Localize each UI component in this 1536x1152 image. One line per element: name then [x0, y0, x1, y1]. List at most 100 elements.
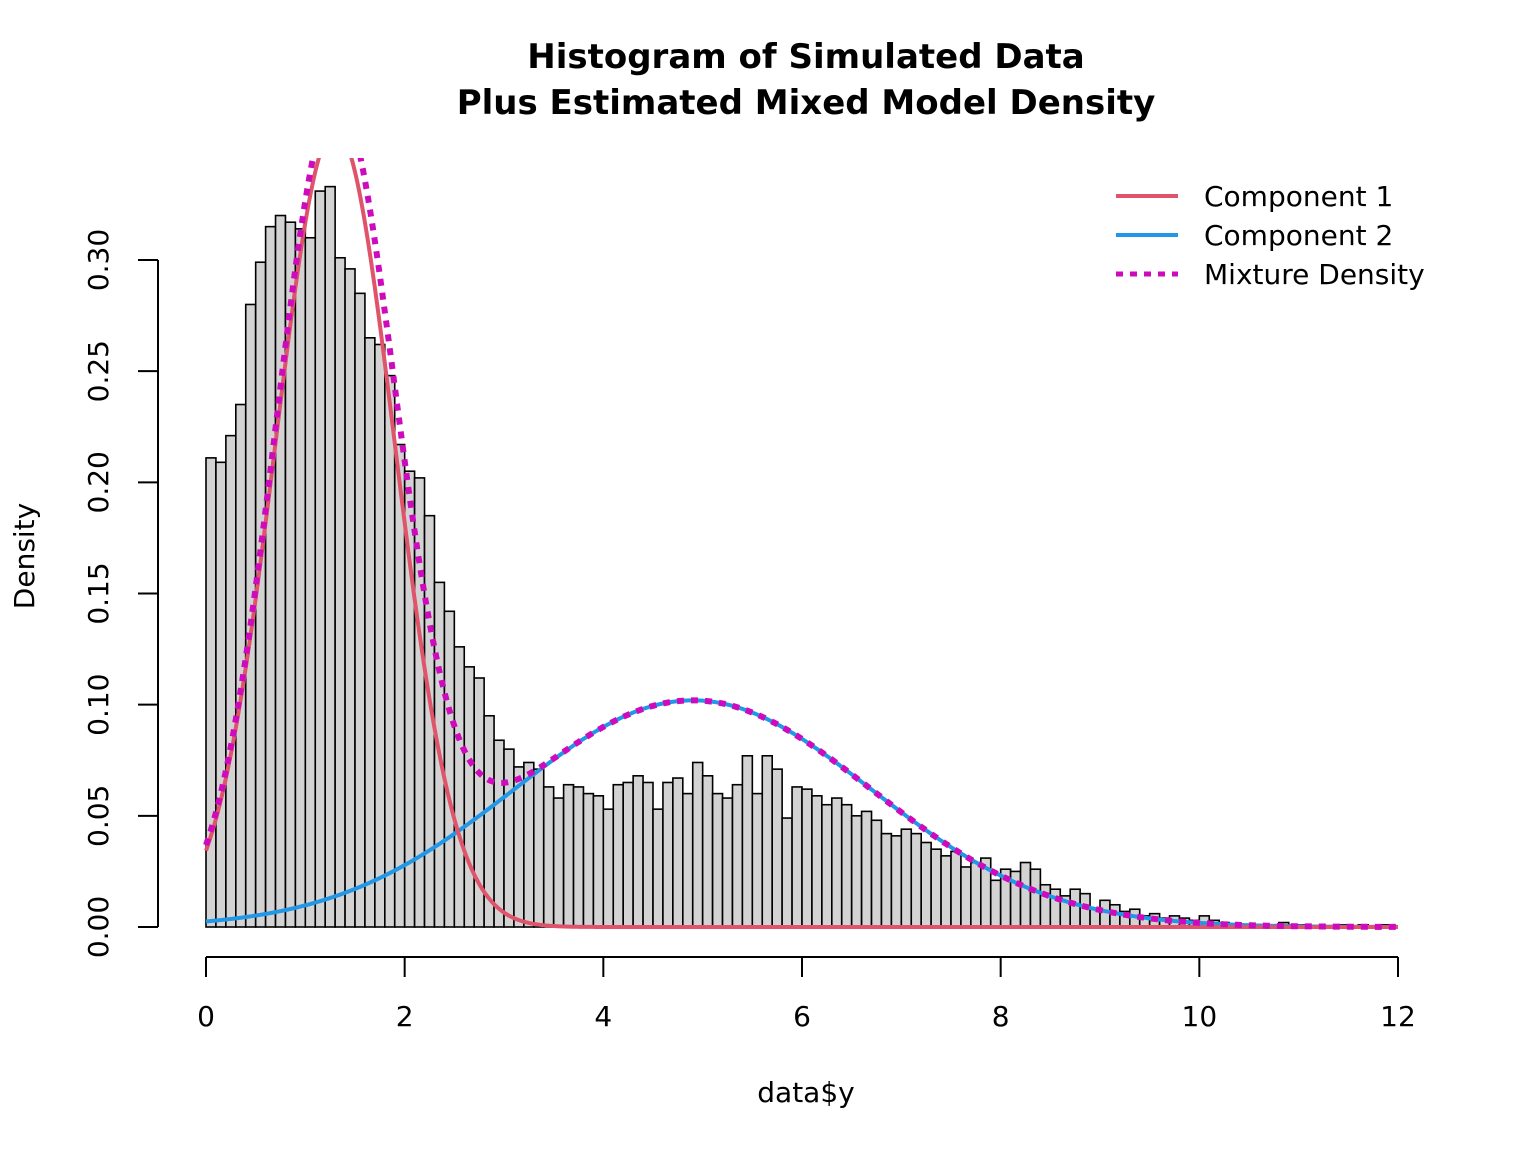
histogram-bar [731, 783, 744, 928]
histogram-bar [463, 666, 475, 928]
histogram-bar [890, 835, 903, 928]
x-tick-label: 2 [396, 1000, 414, 1033]
y-tick-label: 0.10 [82, 673, 115, 735]
chart-subtitle: Plus Estimated Mixed Model Density [457, 83, 1156, 123]
histogram-bar [652, 808, 664, 928]
histogram-bar [920, 841, 932, 928]
density-curves [203, 158, 1399, 930]
x-tick-label: 8 [992, 1000, 1010, 1033]
histogram-bar [701, 775, 714, 928]
histogram-bar [622, 781, 634, 928]
histogram-bar [840, 803, 853, 928]
histogram-bar [612, 783, 625, 928]
histogram-bar [324, 185, 336, 928]
histogram-bar [513, 766, 525, 928]
histogram-bar [691, 761, 704, 928]
histogram-bar [632, 775, 644, 928]
histogram-bar [960, 866, 972, 928]
histogram-bar [304, 236, 317, 928]
x-tick-label: 12 [1380, 1000, 1416, 1033]
histogram-bar [602, 808, 615, 928]
histogram-bar [751, 792, 764, 928]
x-axis: 0 2 4 6 8 10 12 [197, 956, 1416, 1033]
histogram-bar [771, 768, 783, 928]
histogram-bar [1029, 868, 1042, 928]
legend-label: Component 2 [1204, 219, 1393, 252]
legend-label: Component 1 [1204, 180, 1393, 213]
legend: Component 1 Component 2 Mixture Density [1116, 180, 1425, 291]
histogram-bar [989, 879, 1002, 928]
histogram-bar [801, 788, 813, 928]
y-tick-label: 0.30 [82, 229, 115, 291]
y-axis: 0.00 0.05 0.10 0.15 0.20 0.25 0.30 [82, 229, 159, 958]
histogram-bar [1039, 883, 1052, 928]
histogram-bar [592, 795, 605, 928]
x-tick-label: 0 [197, 1000, 215, 1033]
histogram-bar [383, 374, 396, 928]
histogram-bar [503, 748, 515, 928]
histogram-bar [344, 268, 356, 928]
histogram-bar [225, 434, 237, 928]
histogram-bar [860, 810, 873, 928]
histogram-bar [523, 761, 535, 928]
histogram-bar [910, 832, 923, 928]
histogram-bar [642, 781, 654, 928]
x-tick-label: 6 [793, 1000, 811, 1033]
histogram-bar [562, 783, 575, 928]
histogram-bar [443, 610, 456, 928]
y-tick-label: 0.20 [82, 451, 115, 513]
histogram-bar [1079, 892, 1091, 928]
histogram-bar [493, 739, 505, 928]
chart-title: Histogram of Simulated Data [527, 37, 1084, 77]
histogram-bar [215, 461, 227, 928]
x-tick-label: 10 [1182, 1000, 1218, 1033]
histogram-bar [1019, 861, 1032, 928]
histogram-bar [711, 792, 724, 928]
histogram-bar [821, 803, 833, 928]
histogram-bar [552, 797, 565, 928]
histogram-bar [205, 457, 217, 928]
x-tick-label: 4 [594, 1000, 612, 1033]
histogram-bar [940, 855, 952, 928]
histogram-bar [532, 768, 545, 928]
histogram-bar [314, 190, 326, 928]
histogram-bar [453, 646, 466, 928]
histogram-bar [830, 797, 843, 928]
histogram-bar [572, 786, 585, 928]
histogram-bar [930, 848, 942, 928]
mixture-density-curve [203, 158, 1399, 930]
y-tick-label: 0.15 [82, 562, 115, 624]
histogram-bar [850, 815, 863, 928]
histogram-bar [681, 792, 694, 928]
histogram-bar [662, 781, 674, 928]
histogram-bar [870, 819, 883, 928]
histogram-bar [791, 786, 803, 928]
histogram-bar [542, 786, 555, 928]
y-tick-label: 0.00 [82, 896, 115, 958]
histogram-bar [274, 214, 287, 928]
histogram-bar [264, 225, 277, 928]
y-axis-label: Density [8, 503, 41, 609]
histogram-bar [781, 817, 793, 928]
legend-label: Mixture Density [1204, 258, 1425, 291]
histogram-bar [811, 795, 823, 928]
histogram-bar [761, 754, 774, 928]
histogram-bar [970, 861, 982, 928]
histogram-bar [1069, 888, 1081, 928]
histogram-bar [364, 337, 376, 928]
histogram-bar [672, 777, 684, 928]
histogram-bar [294, 228, 307, 928]
histogram-bar [741, 754, 754, 928]
histogram-bars [205, 185, 1389, 928]
histogram-bar [334, 256, 346, 928]
histogram-bar [354, 292, 366, 928]
component-1-curve [204, 158, 1398, 929]
y-tick-label: 0.25 [82, 340, 115, 402]
histogram-bar [950, 850, 962, 928]
x-axis-label: data$y [757, 1076, 854, 1109]
histogram-bar [880, 832, 893, 928]
histogram-bar [374, 343, 386, 928]
histogram-bar [582, 792, 595, 928]
histogram-bar [900, 828, 913, 928]
